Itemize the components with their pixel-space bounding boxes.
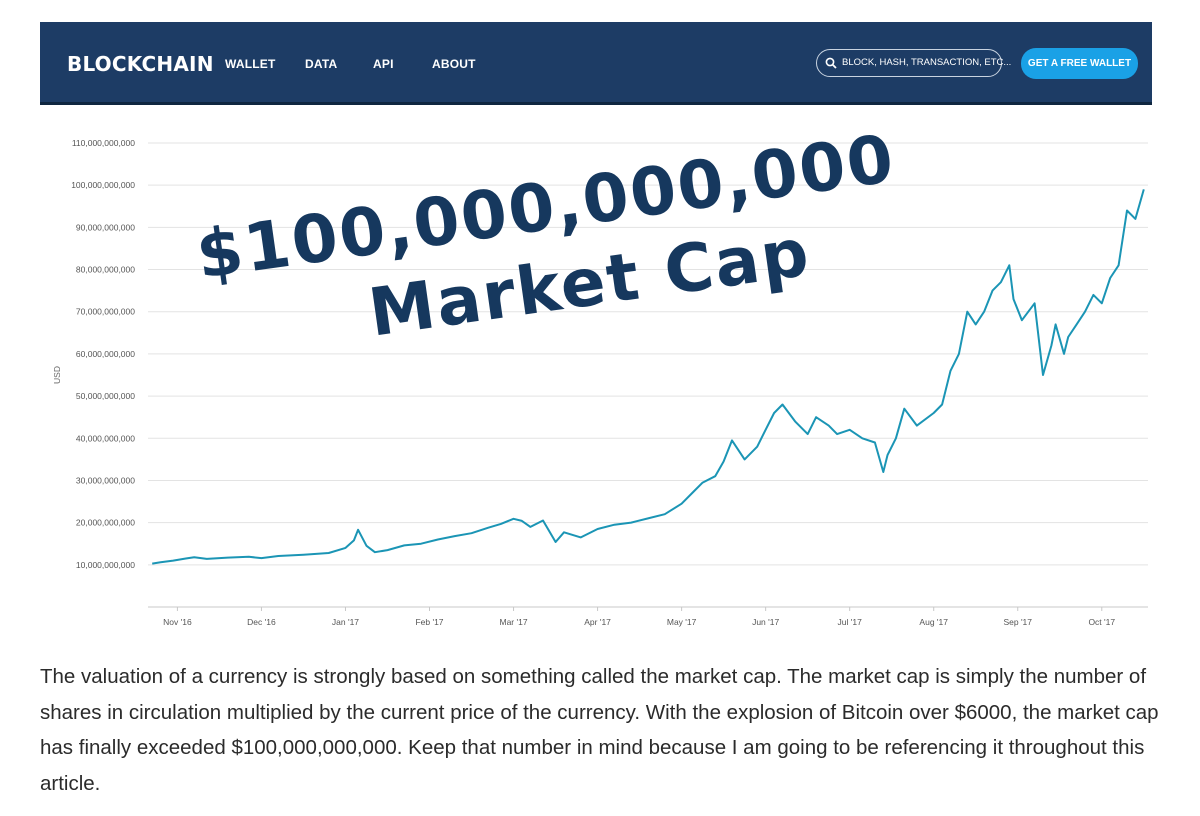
y-tick-label: 60,000,000,000 — [76, 349, 135, 359]
y-tick-label: 100,000,000,000 — [71, 180, 135, 190]
search-input[interactable]: BLOCK, HASH, TRANSACTION, ETC... — [816, 49, 1011, 77]
x-tick-label: Feb '17 — [415, 617, 443, 627]
nav-wallet[interactable]: WALLET — [225, 57, 276, 71]
x-tick-label: Jan '17 — [332, 617, 359, 627]
x-tick-label: Sep '17 — [1003, 617, 1032, 627]
article-paragraph: The valuation of a currency is strongly … — [40, 665, 1159, 795]
x-tick-label: Apr '17 — [584, 617, 611, 627]
y-tick-label: 110,000,000,000 — [72, 138, 135, 148]
search-placeholder: BLOCK, HASH, TRANSACTION, ETC... — [842, 57, 1012, 68]
y-tick-label: 80,000,000,000 — [76, 265, 135, 275]
nav-api[interactable]: API — [373, 57, 394, 71]
x-tick-label: Jul '17 — [838, 617, 863, 627]
x-tick-label: Mar '17 — [500, 617, 528, 627]
x-tick-label: Jun '17 — [752, 617, 779, 627]
y-tick-label: 30,000,000,000 — [76, 475, 135, 485]
x-tick-label: Oct '17 — [1088, 617, 1115, 627]
x-tick-label: May '17 — [667, 617, 697, 627]
y-tick-label: 50,000,000,000 — [76, 391, 135, 401]
market-cap-chart: 10,000,000,000 20,000,000,000 30,000,000,0… — [52, 138, 1148, 627]
market-cap-series-line — [152, 189, 1145, 565]
y-tick-label: 70,000,000,000 — [76, 307, 135, 317]
y-tick-label: 10,000,000,000 — [76, 560, 135, 570]
x-tick-label: Nov '16 — [163, 617, 192, 627]
search-icon — [825, 57, 837, 69]
nav-about[interactable]: ABOUT — [432, 57, 476, 71]
brand-logo[interactable]: BLOCKCHAIN — [67, 52, 214, 76]
y-tick-label: 20,000,000,000 — [76, 518, 135, 528]
x-tick-label: Dec '16 — [247, 617, 276, 627]
nav-data[interactable]: DATA — [305, 57, 338, 71]
y-tick-label: 40,000,000,000 — [76, 433, 135, 443]
x-tick-label: Aug '17 — [919, 617, 948, 627]
y-axis-label: USD — [52, 366, 62, 384]
get-wallet-button[interactable]: GET A FREE WALLET — [1021, 48, 1138, 79]
y-tick-label: 90,000,000,000 — [76, 222, 135, 232]
site-header: BLOCKCHAIN WALLET DATA API ABOUT BLOCK, … — [40, 22, 1152, 105]
